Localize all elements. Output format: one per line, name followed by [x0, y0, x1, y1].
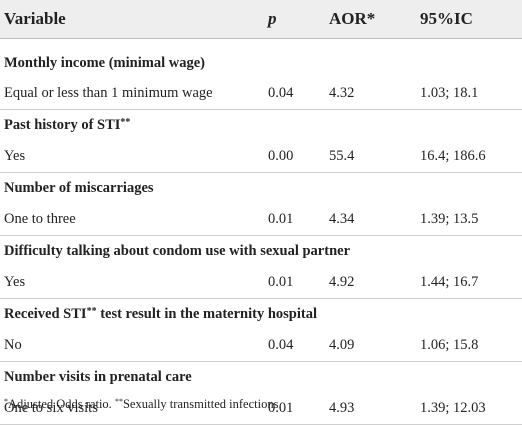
row-aor: 4.09 [329, 336, 355, 353]
footnote-text-2: Sexually transmitted infections. [122, 397, 282, 411]
row-p-value: 0.04 [268, 336, 294, 353]
row-aor: 4.92 [329, 273, 355, 290]
group-title: Difficulty talking about condom use with… [4, 242, 351, 259]
row-p-value: 0.00 [268, 147, 294, 164]
row-label: Yes [4, 273, 26, 290]
table-body: Monthly income (minimal wage) Equal or l… [0, 38, 522, 424]
table-row: No 0.04 4.09 1.06; 15.8 [0, 330, 522, 361]
group-label: Monthly income (minimal wage) [0, 38, 522, 78]
header-variable: Variable [4, 8, 66, 28]
group-title: Past history of STI [4, 116, 121, 133]
group-title: Number of miscarriages [4, 179, 154, 196]
group-title-sup: ** [120, 116, 131, 128]
table-header: Variable p AOR* 95%IC [0, 0, 522, 38]
header-p-value: p [268, 8, 277, 28]
group-title: Received STI [4, 305, 87, 322]
group-label: Past history of STI** [0, 109, 522, 141]
row-aor: 55.4 [329, 147, 355, 164]
group-label: Difficulty talking about condom use with… [0, 235, 522, 267]
group-label: Received STI** test result in the matern… [0, 298, 522, 330]
group-title-sup: ** [86, 305, 97, 317]
row-aor: 4.34 [329, 210, 355, 227]
row-ci: 1.44; 16.7 [420, 273, 479, 290]
table-row: Equal or less than 1 minimum wage 0.04 4… [0, 78, 522, 109]
group-row-income: Monthly income (minimal wage) [0, 38, 522, 78]
group-row-miscarriages: Number of miscarriages [0, 172, 522, 204]
group-row-condom-talk: Difficulty talking about condom use with… [0, 235, 522, 267]
footnote-mark-1: * [4, 397, 8, 406]
group-title-suffix: test result in the maternity hospital [96, 305, 318, 322]
row-label: No [4, 336, 22, 353]
row-ci: 1.39; 12.03 [420, 399, 486, 416]
row-label: One to three [4, 210, 76, 227]
group-row-sti-history: Past history of STI** [0, 109, 522, 141]
table-row: One to three 0.01 4.34 1.39; 13.5 [0, 204, 522, 235]
row-ci: 1.39; 13.5 [420, 210, 479, 227]
header-ci: 95%IC [420, 8, 473, 28]
group-row-sti-test: Received STI** test result in the matern… [0, 298, 522, 330]
group-label: Number visits in prenatal care [0, 361, 522, 393]
header-row: Variable p AOR* 95%IC [0, 0, 522, 38]
row-aor: 4.32 [329, 84, 355, 101]
row-aor: 4.93 [329, 399, 355, 416]
row-p-value: 0.01 [268, 210, 294, 227]
footnote-mark-2: ** [114, 397, 123, 406]
group-title: Number visits in prenatal care [4, 368, 192, 385]
group-title: Monthly income (minimal wage) [4, 54, 205, 71]
row-label: One to six visits [4, 399, 98, 416]
footnote-text-1: Adjusted Odds ratio. [8, 397, 112, 411]
table-row: Yes 0.00 55.4 16.4; 186.6 [0, 141, 522, 172]
row-p-value: 0.01 [268, 399, 294, 416]
row-ci: 1.03; 18.1 [420, 84, 479, 101]
table-row: Yes 0.01 4.92 1.44; 16.7 [0, 267, 522, 298]
row-ci: 1.06; 15.8 [420, 336, 479, 353]
row-label: Yes [4, 147, 26, 164]
row-p-value: 0.04 [268, 84, 294, 101]
row-p-value: 0.01 [268, 273, 294, 290]
table-footnote: *Adjusted Odds ratio. **Sexually transmi… [4, 397, 282, 412]
group-row-prenatal: Number visits in prenatal care [0, 361, 522, 393]
row-ci: 16.4; 186.6 [420, 147, 486, 164]
row-label: Equal or less than 1 minimum wage [4, 84, 213, 101]
group-label: Number of miscarriages [0, 172, 522, 204]
header-aor: AOR* [329, 8, 376, 28]
